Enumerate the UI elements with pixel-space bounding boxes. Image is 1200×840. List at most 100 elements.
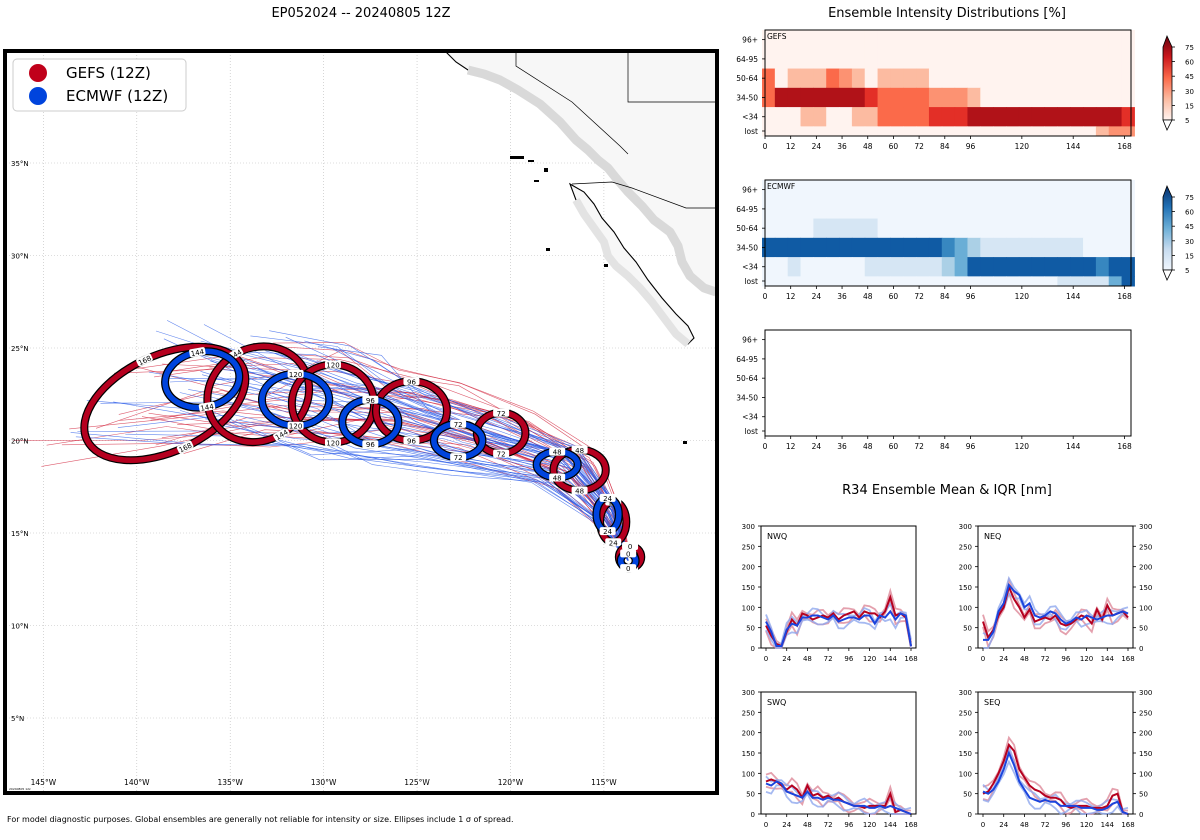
heatmap-cell: [1070, 30, 1084, 50]
heatmap-x-tick: 168: [1117, 142, 1132, 151]
heatmap-cell: [941, 218, 956, 239]
heatmap-cell: [903, 276, 917, 287]
heatmap-cell: [903, 49, 917, 70]
heatmap-row-label: 64-95: [736, 55, 758, 64]
heatmap-cell: [1044, 199, 1058, 220]
heatmap-cell: [877, 126, 891, 137]
r34-y-tick-right: 100: [1139, 604, 1152, 612]
heatmap-cell: [1044, 68, 1058, 89]
heatmap-cell: [787, 218, 802, 239]
heatmap-x-tick: 12: [786, 142, 796, 151]
gefs-colorbar-ticks: 75 60 45 30 15 5: [1172, 44, 1194, 125]
heatmap-cell: [1108, 218, 1123, 239]
r34-x-tick: 168: [1121, 821, 1134, 829]
heatmap-cell: [916, 49, 930, 70]
r34-quadrant-label: SEQ: [984, 698, 1000, 707]
r34-y-tick-right: 50: [1139, 791, 1148, 799]
r34-frame: [977, 525, 1134, 649]
heatmap-x-tick: 96: [966, 142, 976, 151]
heatmap-cell: [1070, 257, 1084, 277]
heatmap-cell: [980, 276, 994, 287]
heatmap-cell: [774, 30, 789, 50]
heatmap-cell: [839, 237, 853, 258]
heatmap-cell: [1095, 276, 1110, 287]
r34-x-tick: 0: [764, 655, 768, 663]
lat-label: 25°N: [11, 345, 29, 353]
heatmap-cell: [851, 199, 866, 220]
lat-label: 35°N: [11, 160, 29, 168]
heatmap-cell: [813, 180, 827, 200]
heatmap-cell: [1083, 126, 1097, 137]
heatmap-cell: [826, 49, 840, 70]
lon-label: 135°W: [217, 778, 243, 787]
lat-label: 15°N: [11, 530, 29, 538]
heatmap-cell: [916, 30, 930, 50]
heatmap-cell: [877, 30, 891, 50]
heatmap-cell: [1044, 49, 1058, 70]
r34-iqr-line: [982, 592, 1129, 649]
r34-panel-swq: SWQ 0 50 100 150 200 250 300 0 24 48 72 96 120 144 168: [742, 689, 918, 829]
heatmap-cell: [1095, 199, 1110, 220]
heatmap-cell: [941, 237, 956, 258]
r34-x-tick: 48: [803, 655, 812, 663]
islands: [510, 156, 687, 444]
colorbar-tick-label: 75: [1185, 44, 1194, 52]
lon-label: 125°W: [404, 778, 430, 787]
heatmap-cell: [928, 30, 943, 50]
r34-x-tick: 72: [1041, 655, 1050, 663]
ellipse-hour-label: 120: [326, 439, 339, 447]
heatmap-cell: [1031, 257, 1046, 277]
heatmap-cell: [1006, 276, 1020, 287]
heatmap-cell: [890, 276, 904, 287]
heatmap-cell: [1018, 257, 1033, 277]
gefs-colorbar-min-arrow: [1162, 119, 1173, 131]
heatmap-cell: [903, 237, 917, 258]
heatmap-cell: [826, 276, 840, 287]
heatmap-cell: [1006, 126, 1020, 137]
heatmap-cell: [1006, 107, 1020, 127]
lon-label: 140°W: [124, 778, 150, 787]
heatmap-cell: [877, 49, 891, 70]
r34-y-tick: 100: [959, 604, 972, 612]
heatmap-x-tick: 48: [863, 442, 873, 451]
heatmap-cell: [993, 30, 1007, 50]
heatmap-cell: [813, 126, 827, 137]
uncertainty-ellipses: 1681681441441441441201201201209696969672…: [80, 342, 646, 573]
heatmap-model-label: ECMWF: [767, 182, 795, 191]
heatmap-cell: [890, 126, 904, 137]
heatmap-cell: [1083, 276, 1097, 287]
heatmap-cell: [1031, 276, 1046, 287]
r34-x-tick: 120: [863, 821, 876, 829]
heatmap-cell: [877, 237, 891, 258]
heatmap-cell: [1044, 218, 1058, 239]
heatmap-x-tick: 144: [1066, 292, 1081, 301]
heatmap-cell: [864, 180, 879, 200]
heatmap-row-label: <34: [742, 413, 758, 422]
map-axes: 1681681441441441441201201201209696969672…: [3, 49, 719, 795]
heatmap-cell: [864, 199, 879, 220]
heatmap-cell: [864, 218, 879, 239]
r34-x-tick: 0: [981, 655, 985, 663]
heatmap-cell: [928, 49, 943, 70]
heatmap-cell: [1095, 49, 1110, 70]
ellipse-hour-label: 72: [454, 454, 463, 462]
r34-x-tick: 168: [1121, 655, 1134, 663]
heatmap-cell: [941, 257, 956, 277]
heatmap-cell: [954, 199, 968, 220]
heatmap-cell: [993, 180, 1007, 200]
heatmap-row-label: 96+: [742, 36, 758, 45]
colorbar-tick-label: 30: [1185, 88, 1194, 96]
colorbar-tick-label: 15: [1185, 252, 1194, 260]
heatmap-cell: [993, 49, 1007, 70]
heatmap-cell: [903, 180, 917, 200]
ecmwf-member-track: [188, 389, 629, 561]
heatmap-x-tick: 120: [1015, 442, 1030, 451]
heatmap-cell: [787, 276, 802, 287]
heatmap-cell: [800, 30, 814, 50]
heatmap-row-label: lost: [744, 127, 758, 136]
heatmap-row-label: 34-50: [736, 393, 758, 402]
lon-label: 120°W: [498, 778, 524, 787]
map-legend: GEFS (12Z) ECMWF (12Z): [12, 58, 187, 112]
heatmap-cell: [813, 218, 827, 239]
